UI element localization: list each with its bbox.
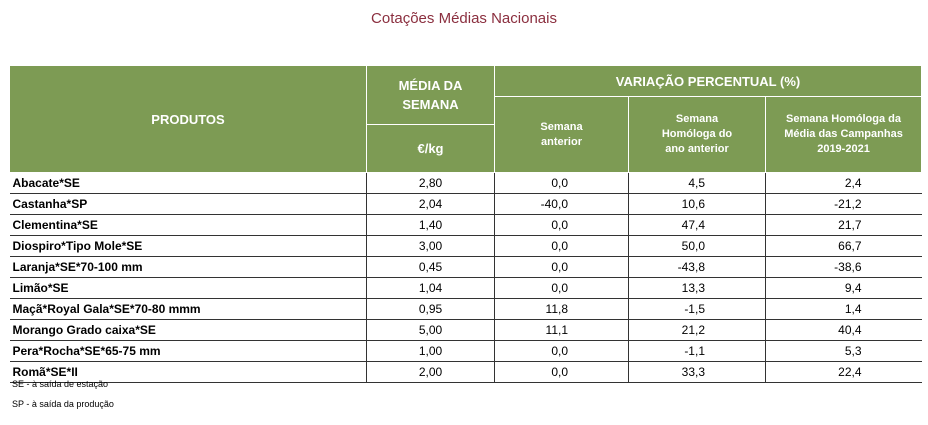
product-cell: Abacate*SE (9, 172, 367, 194)
semana-anterior-cell: -40,0 (494, 193, 629, 215)
semana-anterior-cell: 0,0 (494, 172, 629, 194)
campanhas-cell: 9,4 (764, 277, 922, 299)
media-cell: 1,04 (366, 277, 495, 299)
media-cell: 2,80 (366, 172, 495, 194)
footnotes: SE - à saída de estação SP - à saída da … (12, 378, 114, 410)
table-row: Romã*SE*II 2,00 0,0 33,3 22,4 (9, 361, 922, 383)
media-cell: 0,95 (366, 298, 495, 320)
campanhas-cell: 21,7 (764, 214, 922, 236)
campanhas-cell: -38,6 (764, 256, 922, 278)
homologa-cell: 21,2 (628, 319, 766, 341)
media-cell: 0,45 (366, 256, 495, 278)
media-cell: 2,00 (366, 361, 495, 383)
semana-anterior-cell: 11,8 (494, 298, 629, 320)
product-cell: Limão*SE (9, 277, 367, 299)
media-cell: 5,00 (366, 319, 495, 341)
homologa-cell: 4,5 (628, 172, 766, 194)
header-unit: €/kg (366, 124, 495, 173)
table-row: Abacate*SE 2,80 0,0 4,5 2,4 (9, 172, 922, 194)
semana-anterior-cell: 0,0 (494, 235, 629, 257)
product-cell: Pera*Rocha*SE*65-75 mm (9, 340, 367, 362)
page-title: Cotações Médias Nacionais (371, 10, 557, 27)
table-row: Pera*Rocha*SE*65-75 mm 1,00 0,0 -1,1 5,3 (9, 340, 922, 362)
homologa-cell: 13,3 (628, 277, 766, 299)
header-produtos: PRODUTOS (9, 65, 367, 173)
prices-table: PRODUTOS MÉDIA DA SEMANA VARIAÇÃO PERCEN… (9, 65, 923, 383)
note-sp: SP - à saída da produção (12, 399, 114, 409)
campanhas-cell: 40,4 (764, 319, 922, 341)
semana-anterior-cell: 11,1 (494, 319, 629, 341)
media-cell: 3,00 (366, 235, 495, 257)
product-cell: Morango Grado caixa*SE (9, 319, 367, 341)
product-cell: Clementina*SE (9, 214, 367, 236)
campanhas-cell: 2,4 (764, 172, 922, 194)
homologa-cell: 33,3 (628, 361, 766, 383)
header-homologa-media-campanhas: Semana Homóloga da Média das Campanhas 2… (764, 96, 923, 173)
semana-anterior-cell: 0,0 (494, 256, 629, 278)
campanhas-cell: 1,4 (764, 298, 922, 320)
campanhas-cell: -21,2 (764, 193, 922, 215)
media-cell: 1,00 (366, 340, 495, 362)
semana-anterior-cell: 0,0 (494, 277, 629, 299)
homologa-cell: 47,4 (628, 214, 766, 236)
table-row: Maçã*Royal Gala*SE*70-80 mmm 0,95 11,8 -1,5… (9, 298, 922, 320)
semana-anterior-cell: 0,0 (494, 214, 629, 236)
semana-anterior-cell: 0,0 (494, 361, 629, 383)
campanhas-cell: 22,4 (764, 361, 922, 383)
product-cell: Maçã*Royal Gala*SE*70-80 mmm (9, 298, 367, 320)
header-media-semana: MÉDIA DA SEMANA (366, 65, 495, 125)
table-row: Limão*SE 1,04 0,0 13,3 9,4 (9, 277, 922, 299)
homologa-cell: -1,5 (628, 298, 766, 320)
homologa-cell: -1,1 (628, 340, 766, 362)
campanhas-cell: 66,7 (764, 235, 922, 257)
note-se: SE - à saída de estação (12, 379, 109, 389)
table-row: Clementina*SE 1,40 0,0 47,4 21,7 (9, 214, 922, 236)
media-cell: 1,40 (366, 214, 495, 236)
table-row: Castanha*SP 2,04 -40,0 10,6 -21,2 (9, 193, 922, 215)
media-cell: 2,04 (366, 193, 495, 215)
product-cell: Castanha*SP (9, 193, 367, 215)
table-row: Morango Grado caixa*SE 5,00 11,1 21,2 40,4 (9, 319, 922, 341)
table-row: Laranja*SE*70-100 mm 0,45 0,0 -43,8 -38,6 (9, 256, 922, 278)
header-semana-anterior: Semana anterior (494, 96, 629, 173)
product-cell: Diospiro*Tipo Mole*SE (9, 235, 367, 257)
campanhas-cell: 5,3 (764, 340, 922, 362)
product-cell: Romã*SE*II (9, 361, 367, 383)
header-variacao-percentual: VARIAÇÃO PERCENTUAL (%) (493, 65, 923, 97)
homologa-cell: -43,8 (628, 256, 766, 278)
table-row: Diospiro*Tipo Mole*SE 3,00 0,0 50,0 66,7 (9, 235, 922, 257)
homologa-cell: 50,0 (628, 235, 766, 257)
product-cell: Laranja*SE*70-100 mm (9, 256, 367, 278)
header-homologa-ano-anterior: Semana Homóloga do ano anterior (628, 96, 766, 173)
homologa-cell: 10,6 (628, 193, 766, 215)
semana-anterior-cell: 0,0 (494, 340, 629, 362)
